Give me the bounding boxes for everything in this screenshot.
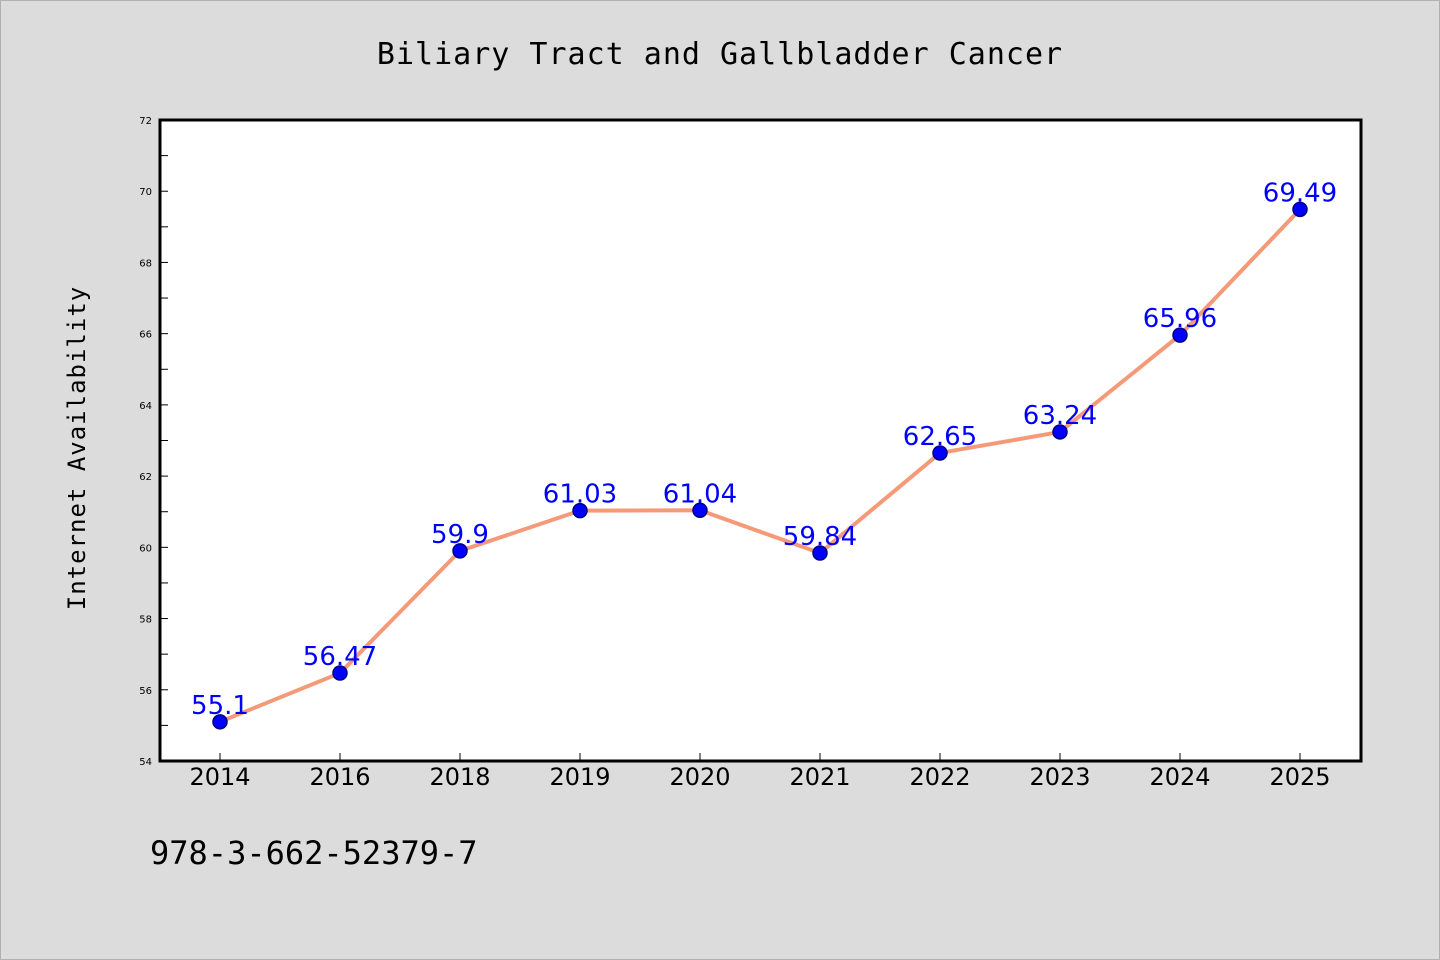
x-tick-label: 2022	[909, 763, 970, 791]
data-point	[932, 445, 948, 461]
x-tick-label: 2018	[429, 763, 490, 791]
series-line-group	[218, 207, 1302, 724]
data-label: 59.84	[783, 522, 857, 552]
y-tick-label: 68	[139, 258, 152, 269]
x-tick-label: 2020	[669, 763, 730, 791]
data-point	[572, 502, 588, 519]
data-points	[212, 201, 1308, 730]
data-label: 65.96	[1143, 304, 1217, 334]
x-tick-label: 2021	[789, 763, 850, 791]
x-tick-label: 2024	[1149, 763, 1210, 791]
y-tick-label: 64	[139, 401, 152, 412]
data-point	[812, 545, 828, 561]
data-point	[692, 502, 708, 519]
isbn-footer: 978-3-662-52379-7	[150, 834, 478, 872]
data-label: 55.1	[191, 691, 249, 721]
x-tick-label: 2023	[1029, 763, 1090, 791]
data-label: 63.24	[1023, 401, 1097, 431]
y-axis-label: Internet Availability	[63, 286, 91, 610]
data-label: 59.9	[431, 520, 489, 550]
chart-title: Biliary Tract and Gallbladder Cancer	[377, 37, 1063, 72]
data-label: 56.47	[303, 642, 377, 672]
data-labels: 55.1 56.47 59.9 61.03 61.04 59.84 62.65 63.24 65…	[191, 178, 1337, 720]
y-tick-label: 56	[139, 686, 152, 697]
y-tick-label: 72	[139, 116, 152, 127]
y-tick-label: 54	[139, 757, 152, 768]
data-label: 61.03	[543, 480, 617, 510]
y-axis: 54 56 58 60 62 64 66 68 70 72	[139, 116, 168, 768]
x-tick-label: 2016	[309, 763, 370, 791]
data-point	[1052, 424, 1068, 440]
data-label: 62.65	[903, 422, 977, 452]
series-line	[218, 207, 1302, 724]
x-tick-label: 2019	[549, 763, 610, 791]
data-point	[332, 665, 348, 681]
y-tick-label: 60	[139, 543, 152, 554]
y-tick-label: 70	[139, 187, 152, 198]
data-label: 69.49	[1263, 178, 1337, 208]
y-tick-label: 62	[139, 472, 152, 483]
y-tick-label: 58	[139, 615, 152, 626]
y-tick-label: 66	[139, 330, 152, 341]
x-tick-label: 2014	[189, 763, 250, 791]
data-point	[212, 714, 228, 730]
data-label: 61.04	[663, 479, 737, 509]
x-tick-label: 2025	[1269, 763, 1330, 791]
x-axis: 2014 2016 2018 2019 2020 2021 2022 2023 2024 2025	[189, 753, 1331, 791]
data-point	[452, 543, 468, 559]
data-point	[1172, 327, 1188, 343]
data-point	[1292, 201, 1308, 218]
